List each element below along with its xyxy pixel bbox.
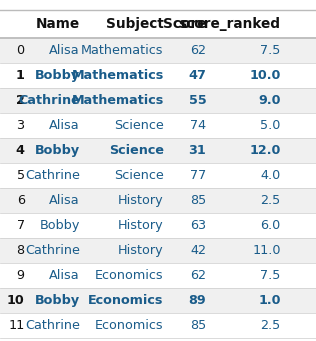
Text: 2.5: 2.5 <box>260 194 281 207</box>
Text: Science: Science <box>114 169 164 182</box>
Text: 74: 74 <box>190 119 206 132</box>
Text: 9.0: 9.0 <box>258 94 281 107</box>
Text: 42: 42 <box>190 244 206 257</box>
Text: 2.5: 2.5 <box>260 318 281 331</box>
Text: 6: 6 <box>17 194 25 207</box>
Text: History: History <box>118 219 164 232</box>
Text: 11.0: 11.0 <box>252 244 281 257</box>
Text: Score: Score <box>163 17 206 31</box>
Bar <box>0 313 316 338</box>
Text: 63: 63 <box>190 219 206 232</box>
Text: 12.0: 12.0 <box>249 144 281 157</box>
Text: 4: 4 <box>16 144 25 157</box>
Text: 77: 77 <box>190 169 206 182</box>
Bar <box>0 238 316 263</box>
Text: Cathrine: Cathrine <box>25 318 80 331</box>
Bar <box>0 138 316 163</box>
Text: Economics: Economics <box>88 294 164 307</box>
Bar <box>0 63 316 88</box>
Text: 0: 0 <box>16 44 25 57</box>
Text: Economics: Economics <box>95 318 164 331</box>
Text: 62: 62 <box>190 269 206 282</box>
Bar <box>0 213 316 238</box>
Bar <box>0 38 316 63</box>
Text: 11: 11 <box>9 318 25 331</box>
Text: 85: 85 <box>190 318 206 331</box>
Text: score_ranked: score_ranked <box>179 17 281 31</box>
Text: 7: 7 <box>16 219 25 232</box>
Text: Mathematics: Mathematics <box>81 44 164 57</box>
Text: Bobby: Bobby <box>40 219 80 232</box>
Text: History: History <box>118 194 164 207</box>
Text: 62: 62 <box>190 44 206 57</box>
Text: Mathematics: Mathematics <box>71 94 164 107</box>
Text: 1.0: 1.0 <box>258 294 281 307</box>
Text: Mathematics: Mathematics <box>71 69 164 82</box>
Text: 6.0: 6.0 <box>260 219 281 232</box>
Text: Bobby: Bobby <box>35 294 80 307</box>
Text: 10.0: 10.0 <box>249 69 281 82</box>
Text: 89: 89 <box>189 294 206 307</box>
Text: 7.5: 7.5 <box>260 269 281 282</box>
Text: 55: 55 <box>189 94 206 107</box>
Text: 5: 5 <box>16 169 25 182</box>
Text: History: History <box>118 244 164 257</box>
Text: Cathrine: Cathrine <box>18 94 80 107</box>
Text: 5.0: 5.0 <box>260 119 281 132</box>
Text: Science: Science <box>109 144 164 157</box>
Bar <box>0 88 316 113</box>
Bar <box>0 263 316 288</box>
Text: Bobby: Bobby <box>35 69 80 82</box>
Text: Cathrine: Cathrine <box>25 169 80 182</box>
Text: Alisa: Alisa <box>49 44 80 57</box>
Text: 9: 9 <box>17 269 25 282</box>
Text: 4.0: 4.0 <box>260 169 281 182</box>
Text: Alisa: Alisa <box>49 269 80 282</box>
Bar <box>0 163 316 188</box>
Bar <box>0 10 316 38</box>
Text: Science: Science <box>114 119 164 132</box>
Text: 85: 85 <box>190 194 206 207</box>
Text: 1: 1 <box>16 69 25 82</box>
Text: Cathrine: Cathrine <box>25 244 80 257</box>
Text: 2: 2 <box>16 94 25 107</box>
Text: 47: 47 <box>188 69 206 82</box>
Text: 10: 10 <box>7 294 25 307</box>
Text: 7.5: 7.5 <box>260 44 281 57</box>
Text: Bobby: Bobby <box>35 144 80 157</box>
Bar <box>0 188 316 213</box>
Text: 8: 8 <box>16 244 25 257</box>
Text: Alisa: Alisa <box>49 194 80 207</box>
Text: Name: Name <box>36 17 80 31</box>
Bar <box>0 113 316 138</box>
Text: 31: 31 <box>189 144 206 157</box>
Bar <box>0 288 316 313</box>
Text: Economics: Economics <box>95 269 164 282</box>
Text: Alisa: Alisa <box>49 119 80 132</box>
Text: Subject: Subject <box>106 17 164 31</box>
Text: 3: 3 <box>16 119 25 132</box>
